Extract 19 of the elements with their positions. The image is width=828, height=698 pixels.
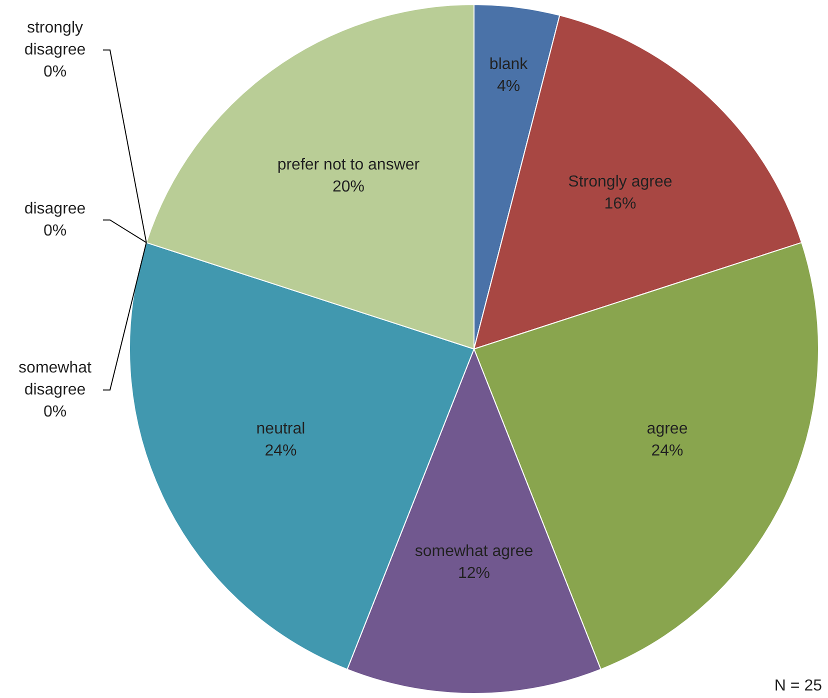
slice-label: agree [646,420,688,438]
slice-label: neutral [256,420,306,438]
data-label: 24% [264,442,297,460]
text: 0% [43,222,67,240]
slice-label: blank [489,56,529,73]
slice-label: prefer not to answer [277,156,420,174]
text: N = 25 [774,677,822,694]
category-label: disagree [24,200,86,218]
slice-label: somewhat agree [414,542,534,560]
data-label: 24% [651,442,684,460]
data-label: 12% [458,564,490,582]
data-label: 16% [604,196,636,213]
category-label: somewhat disagree [18,359,92,398]
category-label: strongly disagree [24,19,86,58]
text: 0% [43,63,67,80]
data-label: 4% [496,78,520,95]
data-label: 20% [332,178,364,196]
text: 0% [43,403,67,420]
slice-label: Strongly agree [568,174,672,191]
